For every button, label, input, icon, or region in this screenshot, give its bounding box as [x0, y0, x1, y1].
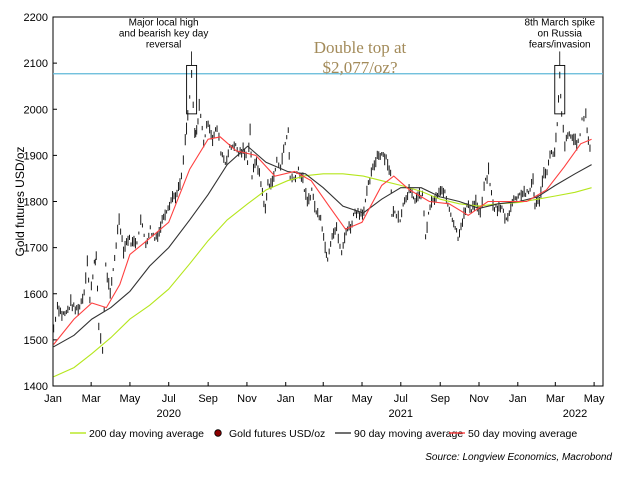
x-tick-label: Mar	[546, 393, 565, 405]
x-tick-label: Jan	[509, 393, 527, 405]
x-tick-label: Nov	[469, 393, 489, 405]
source-note: Source: Longview Economics, Macrobond	[425, 452, 612, 463]
legend-swatch	[214, 429, 222, 437]
x-tick-label: Mar	[82, 393, 101, 405]
annotation-text: fears/invasion	[529, 39, 591, 50]
gold-futures-series	[53, 69, 591, 354]
x-tick-label: Jan	[277, 393, 295, 405]
x-tick-label: May	[120, 393, 141, 405]
year-label: 2021	[389, 408, 413, 420]
x-tick-label: May	[352, 393, 373, 405]
y-tick-label: 1400	[24, 381, 48, 393]
y-tick-label: 1800	[24, 197, 48, 209]
y-axis-label: Gold futures USD/oz	[13, 146, 27, 256]
legend-label: Gold futures USD/oz	[229, 428, 325, 440]
y-tick-label: 1500	[24, 335, 48, 347]
legend-label: 90 day moving average	[354, 428, 463, 440]
annotation-text: on Russia	[538, 28, 583, 39]
legend-label: 200 day moving average	[89, 428, 204, 440]
x-tick-label: Sep	[198, 393, 218, 405]
x-tick-label: Jan	[44, 393, 62, 405]
year-label: 2020	[156, 408, 180, 420]
x-tick-label: Sep	[430, 393, 450, 405]
annotation-text: reversal	[146, 39, 182, 50]
headline-line-2: $2,077/oz?	[322, 58, 397, 77]
x-axis: Jan Mar May Jul Sep Nov Jan Mar May Jul Sep Nov Jan M…	[44, 382, 605, 420]
y-tick-label: 1900	[24, 150, 48, 162]
x-tick-label: May	[584, 393, 605, 405]
x-tick-label: Mar	[314, 393, 333, 405]
50-day-moving-average-line	[53, 136, 592, 345]
annotation-text: 8th March spike	[524, 17, 595, 28]
headline-line-1: Double top at	[314, 38, 407, 57]
annotation-text: Major local high	[129, 17, 199, 28]
x-tick-label: Nov	[237, 393, 257, 405]
year-label: 2022	[563, 408, 587, 420]
y-tick-label: 2100	[24, 58, 48, 70]
y-tick-label: 1600	[24, 289, 48, 301]
y-tick-label: 1700	[24, 243, 48, 255]
x-tick-label: Jul	[162, 393, 176, 405]
90-day-moving-average-line	[53, 145, 592, 348]
series-layer	[53, 69, 603, 378]
annotation-text: and bearish key day	[119, 28, 209, 39]
x-tick-label: Jul	[394, 393, 408, 405]
y-axis: 1400 1500 1600 1700 1800 1900 2000 2100 2200	[24, 12, 57, 393]
y-tick-label: 2200	[24, 12, 48, 24]
legend: 200 day moving average Gold futures USD/o…	[70, 428, 577, 440]
legend-label: 50 day moving average	[468, 428, 577, 440]
y-tick-label: 2000	[24, 104, 48, 116]
